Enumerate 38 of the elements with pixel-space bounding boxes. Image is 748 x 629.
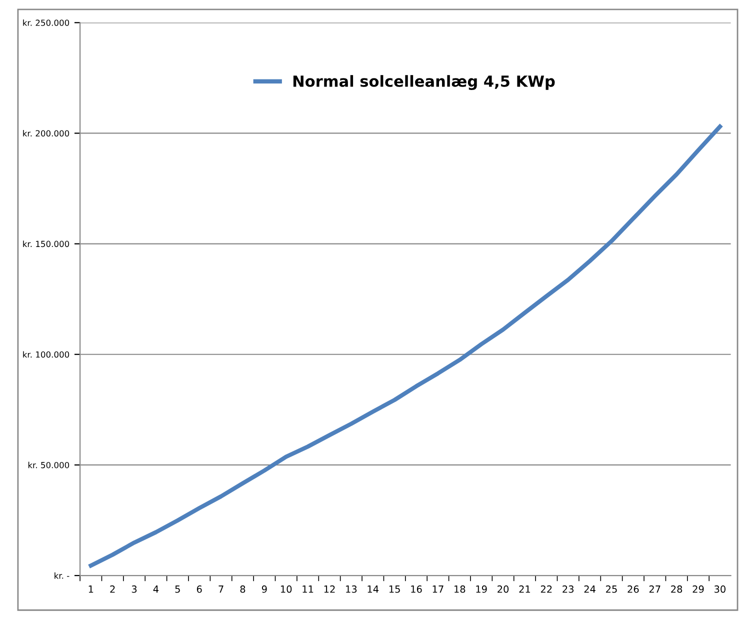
x-tick-label: 7 bbox=[218, 586, 224, 593]
x-tick-label: 16 bbox=[411, 585, 422, 593]
x-tick-label: 27 bbox=[649, 585, 660, 593]
x-tick-label: 13 bbox=[346, 585, 357, 593]
x-tick-label: 12 bbox=[324, 585, 335, 593]
x-tick-label: 26 bbox=[628, 585, 639, 593]
y-tick-label: kr. 200.000 bbox=[23, 130, 70, 137]
x-tick-label: 10 bbox=[280, 585, 292, 593]
x-tick-label: 4 bbox=[153, 586, 159, 593]
y-tick-label: kr. - bbox=[54, 572, 70, 579]
x-tick-label: 29 bbox=[692, 585, 704, 593]
x-tick-label: 20 bbox=[498, 585, 509, 593]
legend-label: Normal solcelleanlæg 4,5 KWp bbox=[293, 75, 555, 90]
x-tick-label: 24 bbox=[584, 585, 596, 593]
x-tick-label: 25 bbox=[606, 585, 617, 593]
x-tick-label: 18 bbox=[454, 585, 466, 593]
x-tick-label: 11 bbox=[302, 586, 314, 593]
x-tick-label: 23 bbox=[562, 585, 574, 593]
y-tick-label: kr. 50.000 bbox=[28, 462, 70, 468]
x-tick-label: 3 bbox=[132, 585, 137, 593]
y-tick-label: kr. 100.000 bbox=[23, 351, 70, 358]
x-tick-label: 30 bbox=[714, 585, 726, 593]
y-tick-label: kr. 150.000 bbox=[23, 240, 70, 248]
x-tick-label: 2 bbox=[110, 585, 115, 593]
x-tick-label: 6 bbox=[196, 585, 202, 593]
y-tick-label: kr. 250.000 bbox=[23, 19, 70, 26]
x-tick-label: 5 bbox=[175, 586, 180, 593]
line-series bbox=[88, 124, 722, 568]
x-tick-label: 1 bbox=[88, 586, 94, 593]
x-tick-label: 21 bbox=[519, 585, 530, 593]
x-tick-label: 14 bbox=[368, 586, 379, 593]
x-tick-label: 22 bbox=[540, 585, 552, 593]
x-tick-label: 9 bbox=[262, 585, 267, 593]
x-tick-label: 17 bbox=[432, 586, 444, 593]
x-tick-label: 19 bbox=[476, 585, 487, 593]
x-tick-label: 8 bbox=[240, 585, 246, 593]
x-tick-label: 15 bbox=[389, 586, 400, 593]
x-tick-label: 28 bbox=[671, 585, 682, 593]
